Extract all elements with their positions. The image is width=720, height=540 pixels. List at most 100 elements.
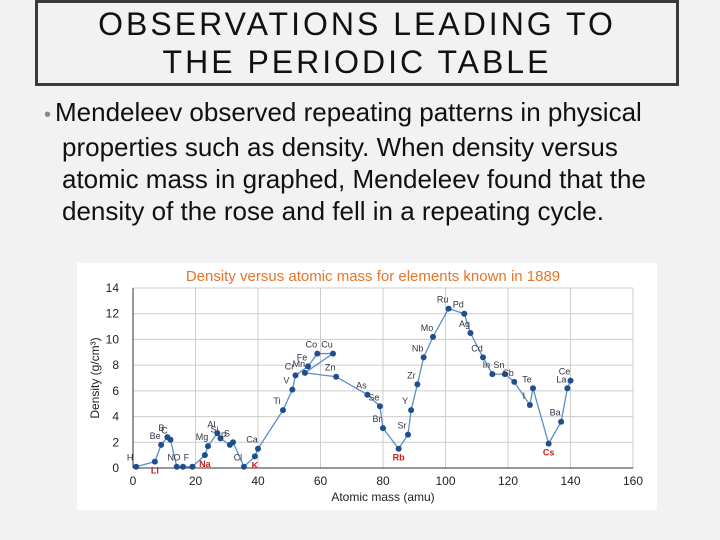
point-label: Na [199,459,211,469]
y-tick-label: 14 [106,281,120,295]
point-label: Nb [412,343,424,353]
data-point [189,463,196,470]
data-point [564,385,571,392]
point-label: H [127,453,134,463]
bullet-dot-icon: • [44,104,52,126]
point-label: Be [150,431,161,441]
point-label: Sn [493,360,504,370]
data-point [414,381,421,388]
point-label: V [283,376,289,386]
data-point [467,330,474,336]
point-label: Cr [285,361,295,371]
slide-title-line-2: THE PERIODIC TABLE [162,44,552,80]
data-point [364,391,371,398]
x-tick-label: 0 [130,474,137,488]
point-label: K [252,460,259,470]
data-point [255,445,261,452]
point-label: Cd [471,343,483,353]
point-label: O [173,453,180,463]
point-label: Cs [543,448,555,458]
data-point [545,440,552,447]
point-label: La [556,374,566,384]
point-label: Ba [550,408,561,418]
x-tick-label: 60 [314,474,328,488]
y-tick-label: 10 [106,332,120,346]
data-point [151,458,158,465]
point-label: Sr [398,421,407,431]
data-point [217,435,224,442]
point-label: S [224,428,230,438]
point-label: Ru [437,295,449,305]
point-label: F [184,453,190,463]
point-label: Ag [459,319,470,329]
data-point [214,430,221,437]
data-point [180,463,186,470]
point-label: Li [151,466,159,476]
data-point [167,436,174,443]
data-point [133,463,140,470]
y-tick-label: 6 [112,384,119,398]
y-axis-label: Density (g/cm³) [88,337,102,418]
x-axis-label: Atomic mass (amu) [331,490,434,504]
point-label: Y [402,396,408,406]
data-point [420,354,427,361]
chart-title: Density versus atomic mass for elements … [186,268,560,285]
point-label: Ca [246,435,258,445]
point-label: I [523,391,526,401]
y-tick-label: 8 [112,358,119,372]
point-label: In [483,360,491,370]
x-tick-label: 100 [435,474,455,488]
point-label: Si [210,424,218,434]
point-label: Zr [407,370,416,380]
point-label: Cl [234,453,243,463]
point-label: Fe [297,352,308,362]
point-label: Sb [503,368,514,378]
data-point [511,378,518,385]
data-point [173,463,180,470]
data-point [292,372,299,379]
slide-title-box: OBSERVATIONS LEADING TO THE PERIODIC TAB… [35,0,679,86]
data-point [314,350,321,357]
x-tick-label: 80 [376,474,390,488]
x-tick-label: 160 [623,474,643,488]
point-label: Ce [559,367,571,377]
data-point [330,350,336,357]
point-label: As [356,381,367,391]
data-point [408,407,415,414]
data-point [280,407,286,414]
point-label: Br [373,414,382,424]
y-tick-label: 4 [112,410,119,424]
data-point [567,377,574,384]
data-point [480,354,486,361]
data-point [395,445,402,452]
data-point [501,371,508,378]
density-chart: Density versus atomic mass for elements … [77,263,657,510]
y-tick-label: 12 [106,307,120,321]
point-label: Mo [421,323,434,333]
point-label: Al [207,419,215,429]
data-point [301,369,308,376]
bullet-text: Mendeleev observed repeating patterns in… [55,97,646,226]
data-point [405,431,411,438]
data-point [489,371,496,378]
point-label: Co [306,340,318,350]
x-tick-label: 140 [560,474,580,488]
point-label: Mn [293,359,306,369]
data-point [240,463,247,470]
point-label: Cu [321,340,333,350]
slide-title-line-1: OBSERVATIONS LEADING TO [98,6,616,42]
x-tick-label: 20 [189,474,203,488]
density-series-line [135,307,572,468]
data-point [251,453,258,460]
point-label: N [168,453,175,463]
data-point [305,363,311,370]
data-point [201,452,208,459]
data-point [289,386,296,393]
data-point [430,333,436,340]
data-point [526,402,533,408]
point-label: Se [368,392,379,402]
point-label: Mg [196,432,209,442]
point-label: Pd [453,300,464,310]
data-point [530,385,536,392]
data-point [158,441,165,448]
